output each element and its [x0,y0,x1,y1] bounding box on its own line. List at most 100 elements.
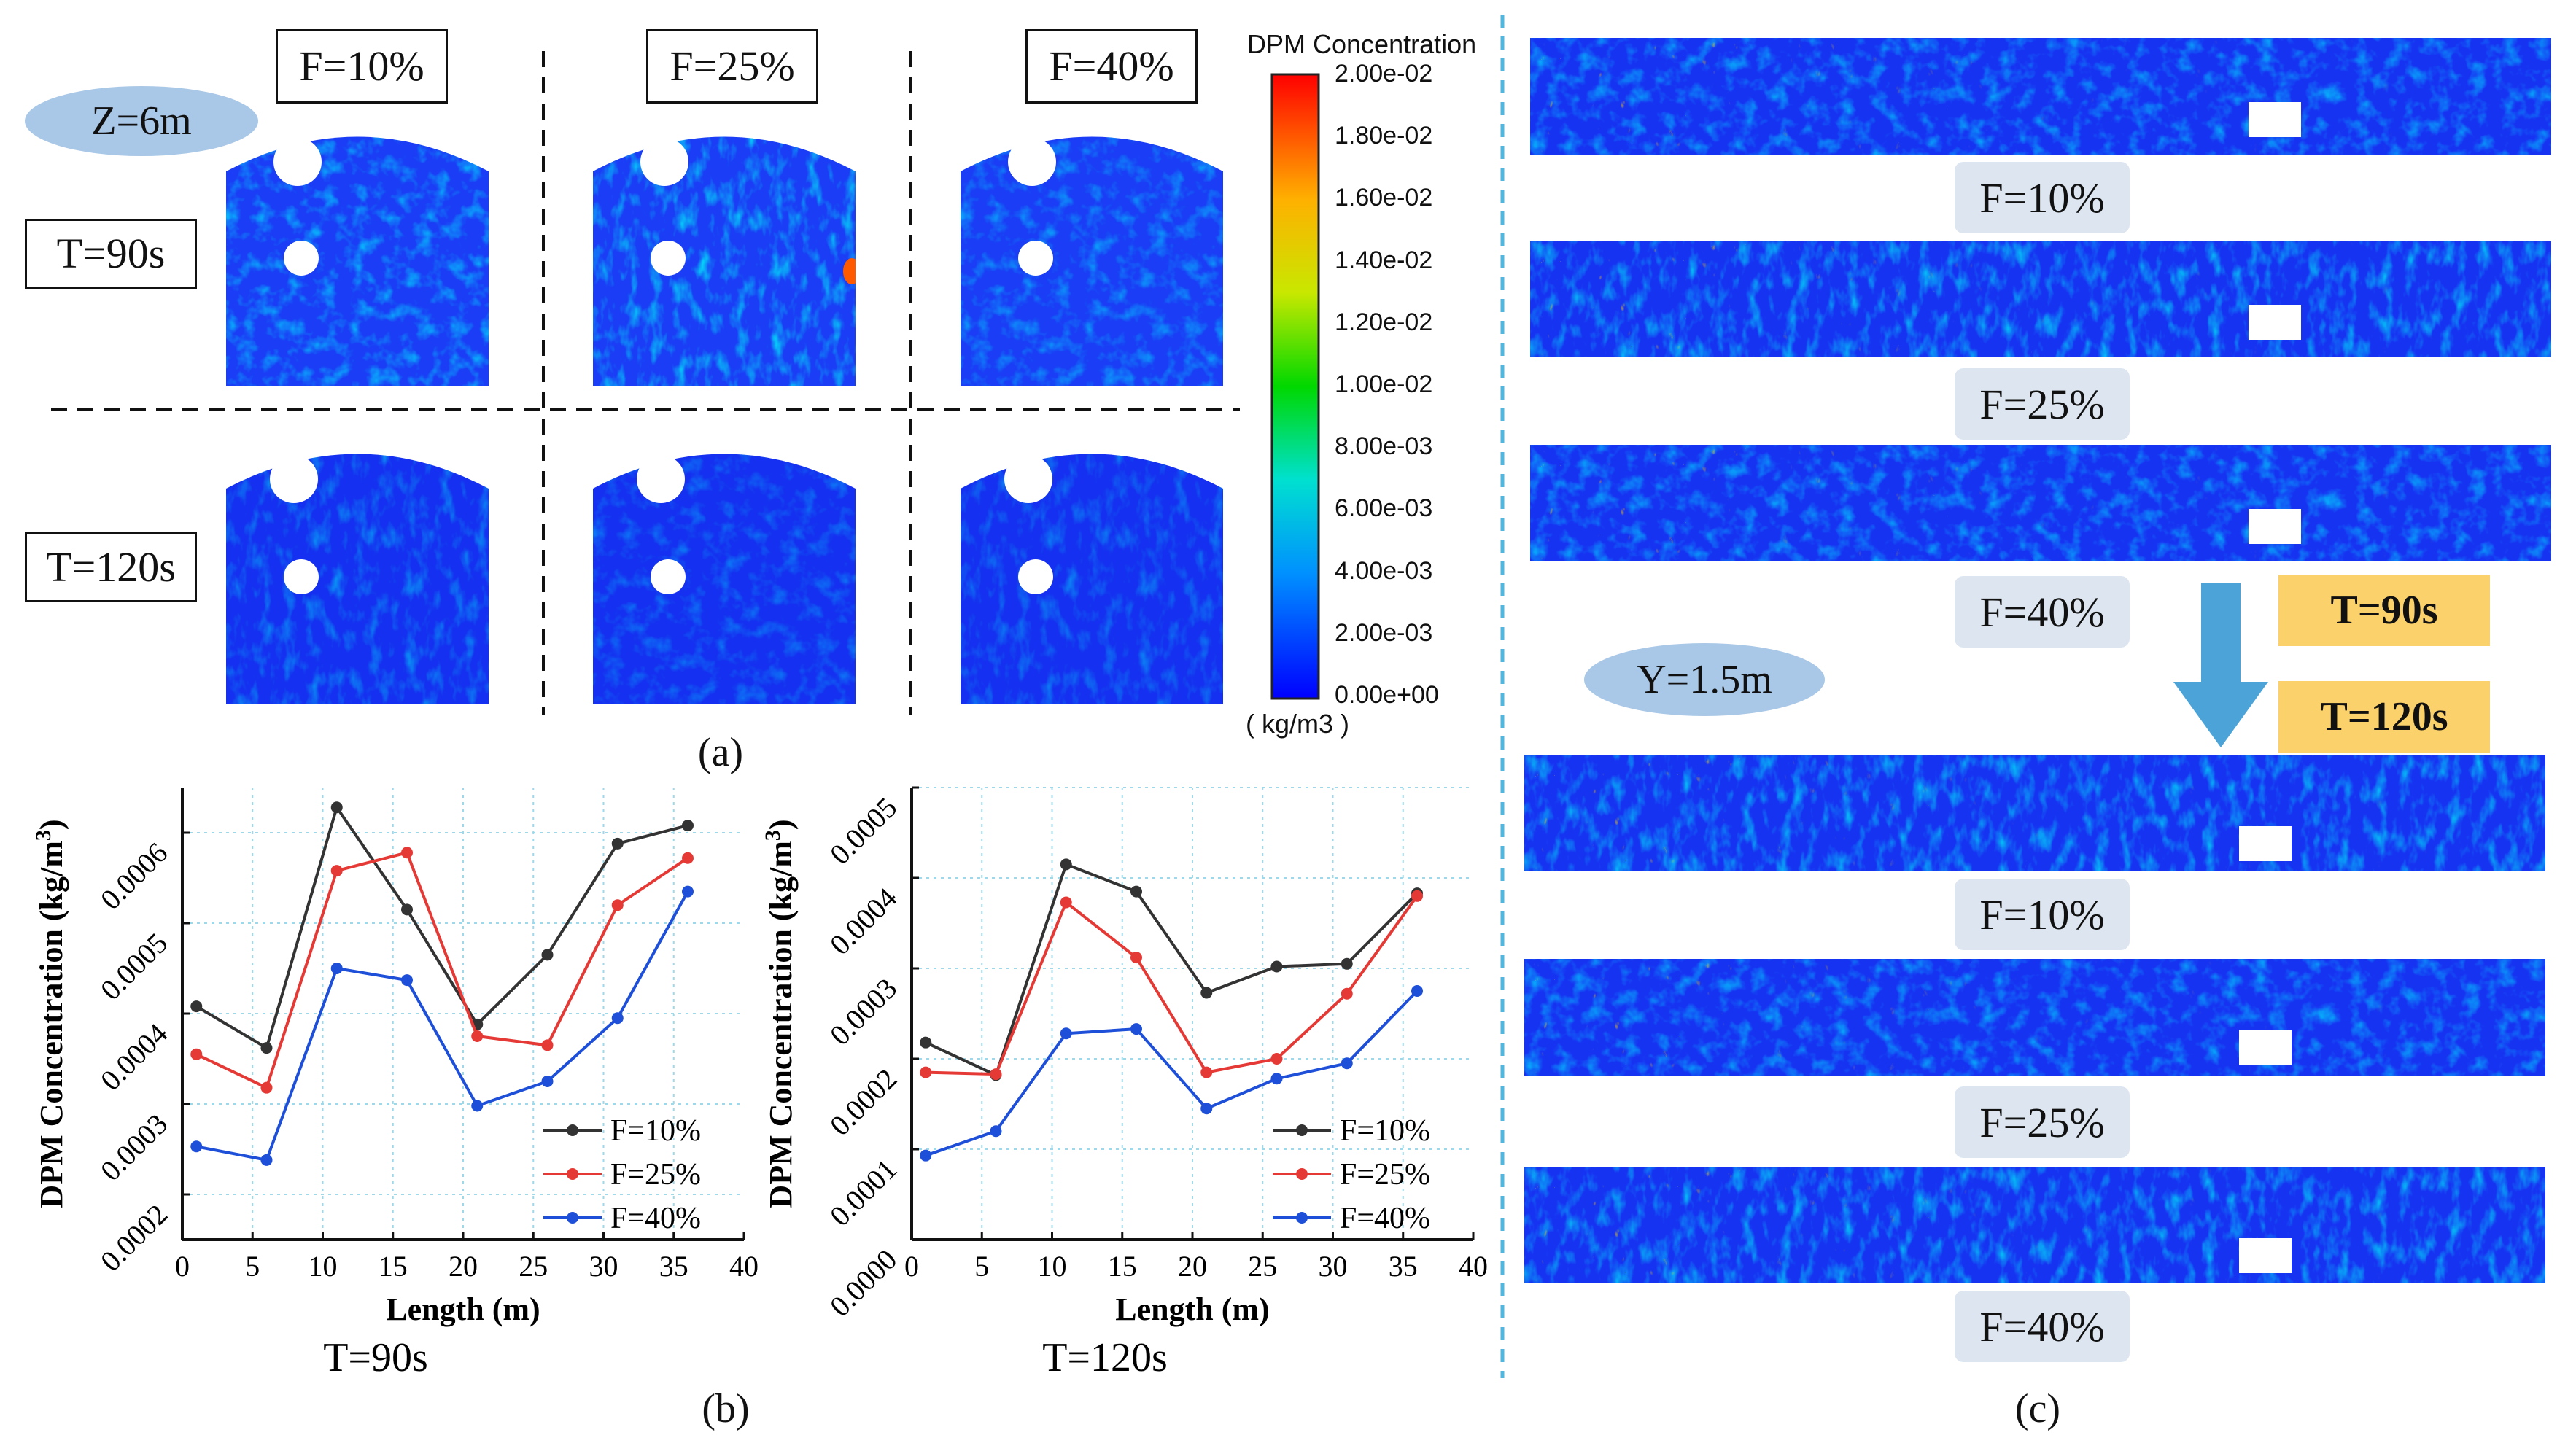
chart-title: T=120s [1042,1335,1168,1380]
contour-strip-y1p5 [1524,755,2545,871]
data-point [1060,1027,1072,1040]
legend-label: F=25% [1340,1158,1430,1191]
strip-label: F=25% [1955,368,2130,440]
data-point [990,1125,1002,1138]
series-line [925,862,1419,1078]
x-tick-label: 30 [1319,1250,1348,1283]
data-point [471,1030,484,1042]
colorbar-tick-label: 1.20e-02 [1335,308,1433,336]
colorbar-tick-label: 2.00e-03 [1335,618,1433,647]
data-point [190,1140,203,1153]
x-tick-label: 35 [1389,1250,1418,1283]
data-point [1341,1057,1353,1070]
contour-strip-y1p5 [1530,38,2551,155]
x-axis-label: Length (m) [1115,1291,1269,1327]
series-line [925,990,1419,1157]
panel-a-grid-lines [51,51,1240,715]
panel-divider [1500,15,1505,1378]
colorbar-tick-label: 1.40e-02 [1335,246,1433,274]
y-tick-label: 0.0002 [94,1198,174,1278]
data-point [1200,987,1213,999]
data-point [1060,858,1072,871]
data-point [1200,1103,1213,1115]
x-tick-label: 15 [1108,1250,1137,1283]
data-point [471,1100,484,1112]
colorbar-title: DPM Concentration [1247,29,1477,59]
legend-marker [567,1168,578,1180]
data-point [1130,952,1142,964]
legend-marker [1296,1124,1308,1136]
data-point [1200,1066,1213,1078]
obstacle-marker [2239,826,2292,861]
y-axis-label: DPM Concentration (kg/m3) [31,819,70,1208]
column-header-f25: F=25% [646,29,818,104]
series-line [926,895,1419,1076]
location-badge-y: Y=1.5m [1584,643,1825,716]
data-point [611,1012,624,1025]
data-point [260,1042,273,1054]
y-tick-label: 0.0004 [94,1017,174,1097]
colorbar-tick-label: 4.00e-03 [1335,556,1433,585]
line-chart-t120: 0 5 10 15 20 25 30 35 40 0.0000 0.0001 0.0002 0.0003… [761,786,1488,1380]
panel-b-caption: (b) [702,1386,750,1431]
contour-z6-f40-t120 [961,454,1223,704]
contour-strip-y1p5 [1524,959,2545,1076]
time-arrow-icon [2173,583,2268,747]
y-tick-label: 0.0001 [823,1153,904,1233]
x-tick-label: 5 [245,1250,260,1283]
contour-z6-f10-t90 [226,136,489,386]
data-point [541,1039,554,1051]
data-point [401,903,413,916]
colorbar-tick-label: 6.00e-03 [1335,494,1433,523]
data-point [541,1076,554,1087]
x-tick-label: 10 [1038,1250,1067,1283]
x-tick-label: 25 [519,1250,548,1283]
legend-label: F=10% [610,1114,701,1148]
obstacle-marker [2249,102,2301,137]
data-point [401,847,413,859]
contour-z6-f10-t120 [226,454,489,704]
x-tick-label: 10 [309,1250,338,1283]
time-label-to: T=120s [2278,681,2490,753]
data-point [682,852,694,864]
contour-z6-f25-t90 [593,136,856,386]
colorbar-unit: ( kg/m3 ) [1246,709,1350,739]
colorbar-tick-label: 2.00e-02 [1335,60,1433,88]
data-point [990,1068,1002,1081]
x-tick-label: 15 [379,1250,408,1283]
obstacle-marker [2239,1030,2292,1065]
x-tick-label: 5 [974,1250,989,1283]
obstacle-marker [2249,305,2301,340]
data-point [682,885,694,898]
data-point [190,1048,203,1060]
y-tick-label: 0.0000 [823,1243,904,1323]
contour-z6-f25-t120 [593,454,856,704]
y-tick-label: 0.0003 [94,1108,174,1188]
column-header-f10: F=10% [276,29,448,104]
data-point [260,1081,273,1094]
legend-marker [567,1124,578,1136]
y-axis-label: DPM Concentration (kg/m3) [761,819,799,1208]
obstacle-marker [2239,1238,2292,1273]
legend-label: F=10% [1340,1114,1430,1148]
x-tick-label: 25 [1248,1250,1277,1283]
strip-label: F=40% [1955,1291,2130,1362]
column-header-f40: F=40% [1025,29,1198,104]
series-line [195,890,689,1162]
data-point [1060,896,1072,909]
x-tick-label: 0 [904,1250,919,1283]
data-point [1411,985,1423,997]
data-point [190,1000,203,1013]
contour-z6-f40-t90 [961,136,1223,386]
data-point [1270,1053,1283,1065]
data-point [1341,957,1353,970]
row-header-t120: T=120s [25,532,197,602]
data-point [401,974,413,987]
contour-strip-y1p5 [1524,1167,2545,1283]
time-label-from: T=90s [2278,575,2490,646]
colorbar-tick-label: 1.00e-02 [1335,370,1433,398]
data-point [1270,1073,1283,1085]
x-tick-label: 40 [1459,1250,1488,1283]
strip-label: F=10% [1955,879,2130,950]
obstacle-marker [2249,509,2301,544]
